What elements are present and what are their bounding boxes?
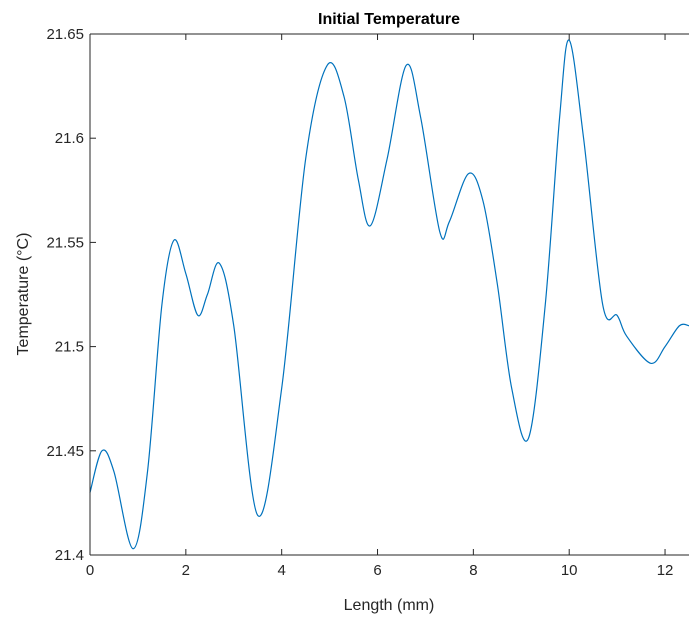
- y-tick-group: 21.4 21.45 21.5 21.55 21.6 21.65: [46, 26, 96, 564]
- x-axis-label: Length (mm): [344, 597, 435, 614]
- series-data-point: [626, 336, 627, 337]
- series-data-point: [257, 515, 258, 516]
- series-data-point: [233, 325, 234, 326]
- x-tick-label: 0: [86, 562, 94, 579]
- x-tick-label: 2: [182, 562, 190, 579]
- series-data-point: [161, 304, 162, 305]
- x-tick-label: 8: [469, 562, 477, 579]
- series-data-point: [133, 548, 134, 549]
- y-tick-label: 21.4: [55, 547, 84, 564]
- y-tick-label: 21.45: [46, 443, 84, 460]
- series-data-point: [420, 117, 421, 118]
- series-data-point: [219, 263, 220, 264]
- series-data-point: [664, 346, 665, 347]
- series-data-point: [387, 158, 388, 159]
- series-data-point: [173, 240, 174, 241]
- series-data-point: [482, 200, 483, 201]
- series-data-point: [185, 273, 186, 274]
- series-data-point: [370, 225, 371, 226]
- series-data-point: [207, 294, 208, 295]
- series-data-point: [679, 325, 680, 326]
- series-data-point: [406, 65, 407, 66]
- series-data-point: [113, 471, 114, 472]
- series-data-point: [449, 221, 450, 222]
- series-data-point: [358, 179, 359, 180]
- series-data-point: [439, 231, 440, 232]
- y-tick-label: 21.65: [46, 26, 84, 43]
- y-axis-label: Temperature (°C): [15, 233, 32, 356]
- x-tick-label: 6: [373, 562, 381, 579]
- series-data-point: [305, 158, 306, 159]
- series-data-point: [327, 65, 328, 66]
- series-data-point: [197, 315, 198, 316]
- series-data-point: [468, 173, 469, 174]
- x-tick-label: 12: [657, 562, 674, 579]
- plot-area: [90, 34, 689, 555]
- y-tick-label: 21.6: [55, 130, 84, 147]
- series-data-point: [101, 450, 102, 451]
- y-tick-label: 21.5: [55, 339, 84, 356]
- series-data-point: [583, 138, 584, 139]
- series-data-point: [617, 315, 618, 316]
- series-data-point: [281, 388, 282, 389]
- series-data-point: [497, 283, 498, 284]
- chart-title: Initial Temperature: [318, 11, 460, 28]
- series-data-point: [343, 96, 344, 97]
- x-tick-label: 10: [561, 562, 578, 579]
- series-data-point: [559, 117, 560, 118]
- series-data-point: [511, 388, 512, 389]
- series-data-point: [545, 304, 546, 305]
- y-tick-label: 21.55: [46, 234, 84, 251]
- x-tick-label: 4: [278, 562, 286, 579]
- series-data-point: [650, 363, 651, 364]
- series-data-point: [147, 471, 148, 472]
- series-data-point: [528, 438, 529, 439]
- series-data-point: [602, 304, 603, 305]
